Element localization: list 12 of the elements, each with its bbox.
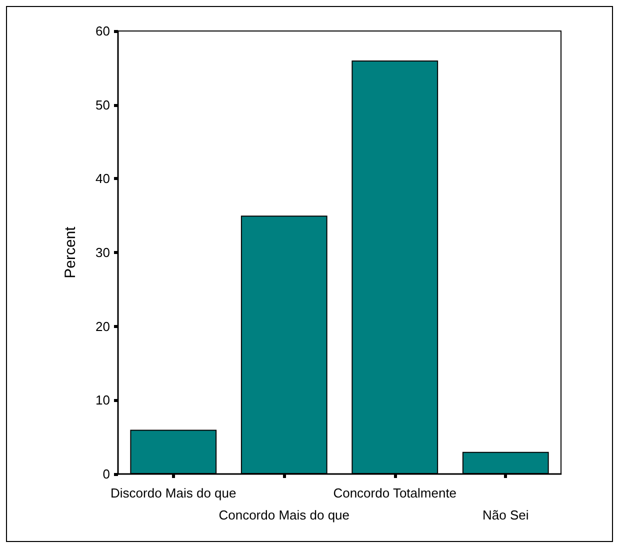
y-tick-label: 40 — [96, 171, 110, 186]
y-tick-label: 10 — [96, 392, 110, 408]
y-tick-label: 0 — [102, 466, 110, 482]
x-tick-label: Não Sei — [482, 508, 529, 522]
y-tick-label: 50 — [96, 97, 110, 112]
y-axis-title: Percent — [62, 226, 79, 278]
y-tick-label: 30 — [96, 245, 110, 260]
x-tick-label: Concordo Mais do que — [218, 508, 350, 522]
x-tick-label: Concordo Totalmente — [333, 486, 457, 500]
y-tick-label: 20 — [96, 318, 110, 334]
y-tick-label: 60 — [96, 24, 110, 38]
x-tick-label: Discordo Mais do que — [110, 486, 236, 500]
